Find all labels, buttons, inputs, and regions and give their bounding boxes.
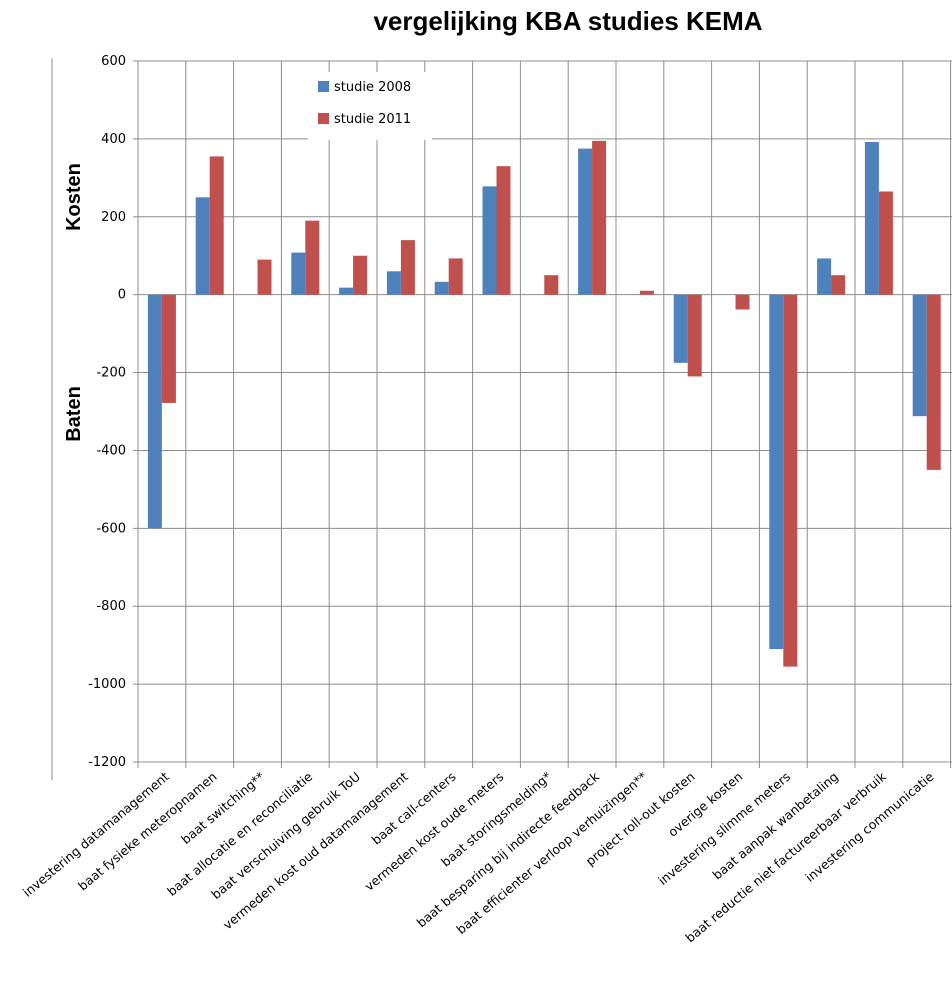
bar-2008 xyxy=(195,197,210,295)
bar-2011 xyxy=(831,275,846,295)
legend-swatch xyxy=(318,113,329,124)
grid-layer xyxy=(51,58,952,780)
y-side-label-kosten: Kosten xyxy=(63,163,85,231)
bar-2011 xyxy=(687,294,702,377)
bar-2011 xyxy=(878,191,893,295)
bar-2011 xyxy=(496,166,511,295)
y-tick-label: -400 xyxy=(96,443,126,458)
bar-2008 xyxy=(673,294,688,363)
x-tick-label: baat call-centers xyxy=(369,769,459,848)
bar-2008 xyxy=(339,287,354,295)
bar-2008 xyxy=(434,281,449,295)
bar-2008 xyxy=(578,148,593,295)
legend: studie 2008 studie 2011 xyxy=(308,72,432,140)
bar-2011 xyxy=(257,259,272,295)
legend-swatch xyxy=(318,81,329,92)
bar-2008 xyxy=(291,252,306,295)
bar-2011 xyxy=(783,294,798,667)
bar-2011 xyxy=(353,255,368,295)
y-side-label-baten: Baten xyxy=(63,386,85,442)
bar-2008 xyxy=(769,294,784,650)
bar-2011 xyxy=(735,294,750,310)
bar-2008 xyxy=(386,271,401,295)
bar-2011 xyxy=(400,240,415,295)
y-tick-label: 400 xyxy=(101,132,126,147)
bar-layer xyxy=(147,140,941,667)
y-tick-label: -600 xyxy=(96,521,126,536)
y-tick-label: -200 xyxy=(96,366,126,381)
y-tick-label: 600 xyxy=(101,54,126,69)
bar-2011 xyxy=(305,220,320,295)
bar-2008 xyxy=(912,294,927,417)
legend-label: studie 2008 xyxy=(334,80,411,95)
y-tick-label: -800 xyxy=(96,599,126,614)
bar-2011 xyxy=(448,258,463,295)
y-tick-labels: 600 400 200 0 -200 -400 -600 -800 -1000 -1200 xyxy=(88,54,126,770)
bar-2008 xyxy=(817,258,832,295)
bar-2011 xyxy=(544,275,559,295)
bar-2011 xyxy=(161,294,176,403)
bar-2008 xyxy=(147,294,162,529)
x-tick-label: baat switching** xyxy=(178,769,267,847)
bar-2008 xyxy=(482,186,497,295)
legend-label: studie 2011 xyxy=(334,112,411,127)
y-tick-label: 200 xyxy=(101,210,126,225)
y-tick-label: -1200 xyxy=(88,755,126,770)
bar-2011 xyxy=(592,140,607,295)
bar-2011 xyxy=(639,290,654,295)
bar-2008 xyxy=(864,142,879,295)
bar-2011 xyxy=(926,294,941,470)
chart-title: vergelijking KBA studies KEMA xyxy=(373,6,762,36)
y-tick-label: -1000 xyxy=(88,677,126,692)
y-tick-label: 0 xyxy=(118,288,126,303)
bar-2011 xyxy=(209,156,224,295)
